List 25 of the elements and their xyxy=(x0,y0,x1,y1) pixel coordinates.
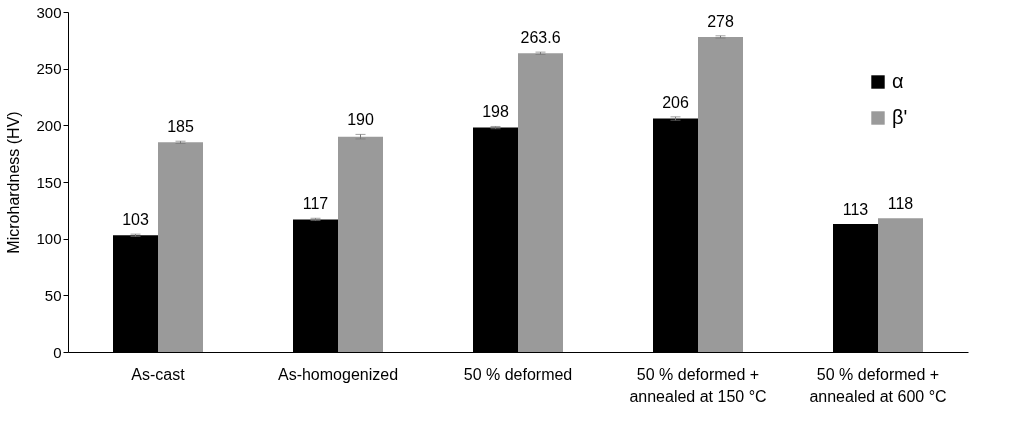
y-axis-title: Microhardness (HV) xyxy=(5,111,23,254)
data-label: 198 xyxy=(482,103,509,121)
data-label: 278 xyxy=(707,12,734,30)
y-tick-label: 50 xyxy=(44,286,62,304)
y-tick-label: 200 xyxy=(36,116,62,134)
y-tick-label: 100 xyxy=(36,230,62,248)
x-tick-label: As-homogenized xyxy=(277,365,399,383)
x-tick-label: 50 % deformed + annealed at 150 °C xyxy=(629,365,767,405)
x-tick-label: 50 % deformed + annealed at 600 °C xyxy=(809,365,947,405)
legend-label: β' xyxy=(892,106,908,128)
x-tick-label: As-cast xyxy=(131,365,186,383)
legend-label: α xyxy=(892,70,904,92)
y-tick-label: 0 xyxy=(53,343,62,361)
data-label: 263.6 xyxy=(520,29,561,47)
data-label: 117 xyxy=(302,195,329,213)
y-tick-label: 250 xyxy=(36,60,62,78)
data-label: 206 xyxy=(662,93,689,111)
data-label: 113 xyxy=(842,200,869,218)
x-tick-label: 50 % deformed xyxy=(463,365,573,383)
data-label: 118 xyxy=(887,195,914,213)
data-label: 190 xyxy=(347,111,374,129)
data-label: 103 xyxy=(122,211,149,229)
y-tick-label: 300 xyxy=(36,3,62,21)
y-tick-label: 150 xyxy=(36,173,62,191)
data-label: 185 xyxy=(167,118,194,136)
